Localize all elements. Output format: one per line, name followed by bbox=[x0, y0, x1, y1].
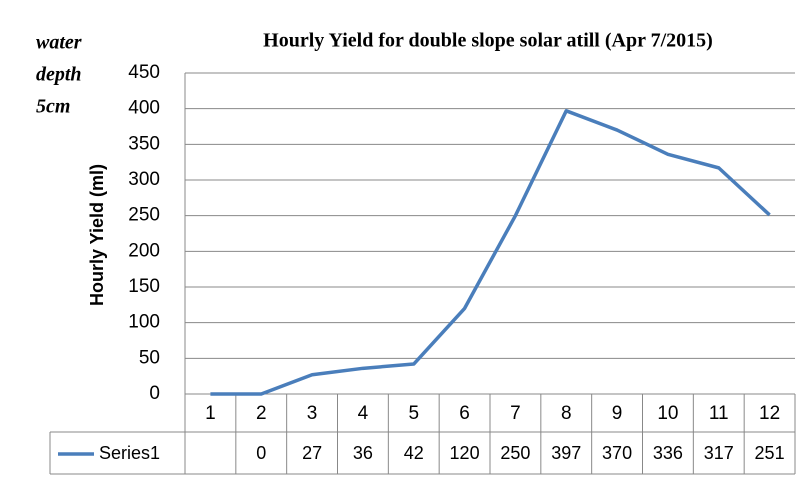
x-tick-label: 5 bbox=[408, 403, 419, 424]
y-axis-label: Hourly Yield (ml) bbox=[87, 164, 107, 306]
y-tick-label: 200 bbox=[128, 240, 160, 261]
x-tick-label: 7 bbox=[510, 403, 521, 424]
annotation: 5cm bbox=[36, 96, 70, 118]
legend-label: Series1 bbox=[99, 443, 160, 463]
x-tick-label: 6 bbox=[459, 403, 470, 424]
annotation: depth bbox=[36, 64, 82, 86]
chart-title: Hourly Yield for double slope solar atil… bbox=[263, 30, 713, 52]
table-value: 27 bbox=[302, 443, 322, 463]
annotation: water bbox=[36, 32, 82, 54]
y-tick-label: 400 bbox=[128, 98, 160, 119]
series-line bbox=[210, 109, 771, 396]
x-tick-label: 9 bbox=[612, 403, 623, 424]
y-tick-label: 100 bbox=[128, 312, 160, 333]
table-value: 42 bbox=[404, 443, 424, 463]
y-tick-label: 50 bbox=[139, 347, 160, 368]
table-value: 370 bbox=[602, 443, 632, 463]
x-tick-label: 12 bbox=[759, 403, 780, 424]
x-tick-label: 10 bbox=[657, 403, 678, 424]
table-value: 250 bbox=[500, 443, 530, 463]
x-tick-label: 3 bbox=[307, 403, 318, 424]
x-tick-label: 1 bbox=[205, 403, 216, 424]
y-tick-label: 450 bbox=[128, 62, 160, 83]
table-value: 317 bbox=[704, 443, 734, 463]
y-tick-label: 250 bbox=[128, 205, 160, 226]
table-value: 397 bbox=[551, 443, 581, 463]
table-value: 336 bbox=[653, 443, 683, 463]
y-tick-label: 150 bbox=[128, 276, 160, 297]
x-tick-label: 8 bbox=[561, 403, 572, 424]
x-tick-label: 4 bbox=[358, 403, 369, 424]
x-tick-label: 11 bbox=[709, 403, 729, 424]
y-tick-label: 0 bbox=[149, 383, 160, 404]
table-value: 0 bbox=[256, 443, 266, 463]
x-tick-label: 2 bbox=[256, 403, 267, 424]
table-value: 251 bbox=[755, 443, 785, 463]
y-tick-label: 350 bbox=[128, 133, 160, 154]
table-value: 120 bbox=[450, 443, 480, 463]
table-value: 36 bbox=[353, 443, 373, 463]
y-tick-label: 300 bbox=[128, 169, 160, 190]
